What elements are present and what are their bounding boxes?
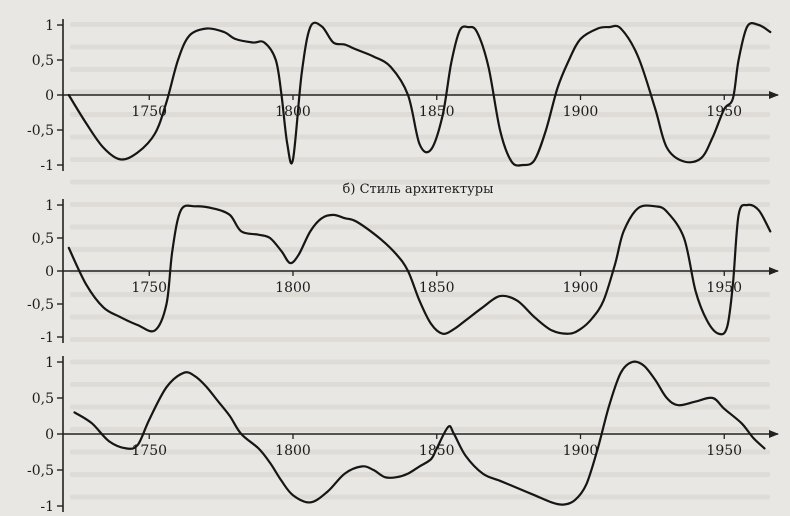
- x-tick-label: 1950: [706, 443, 742, 459]
- y-tick-label: 0,5: [32, 231, 54, 247]
- x-tick-label: 1850: [419, 280, 455, 296]
- x-tick-label: 1800: [275, 443, 311, 459]
- y-tick-label: 0,5: [32, 53, 54, 69]
- texture-line: [70, 472, 770, 477]
- y-tick-label: -1: [40, 158, 54, 174]
- x-tick-label: 1800: [275, 280, 311, 296]
- x-tick-label: 1850: [419, 104, 455, 120]
- y-tick-label: -1: [40, 330, 54, 346]
- y-tick-label: 0: [45, 264, 54, 280]
- texture-line: [70, 427, 770, 432]
- x-tick-label: 1900: [563, 280, 599, 296]
- texture-line: [70, 315, 770, 320]
- texture-line: [70, 337, 770, 342]
- texture-line: [70, 157, 770, 162]
- y-tick-label: 1: [45, 198, 54, 214]
- x-tick-label: 1900: [563, 104, 599, 120]
- x-tick-label: 1750: [131, 280, 167, 296]
- texture-line: [70, 382, 770, 387]
- texture-line: [70, 202, 770, 207]
- y-tick-label: 1: [45, 18, 54, 34]
- texture-line: [70, 360, 770, 365]
- y-tick-label: 1: [45, 355, 54, 371]
- y-tick-label: -0,5: [27, 123, 54, 139]
- y-tick-label: 0,5: [32, 391, 54, 407]
- texture-line: [70, 247, 770, 252]
- y-tick-label: -0,5: [27, 463, 54, 479]
- x-tick-label: 1850: [419, 443, 455, 459]
- y-tick-label: -0,5: [27, 297, 54, 313]
- y-tick-label: 0: [45, 427, 54, 443]
- texture-line: [70, 22, 770, 27]
- x-tick-label: 1900: [563, 443, 599, 459]
- texture-line: [70, 405, 770, 410]
- y-tick-label: -1: [40, 499, 54, 515]
- y-tick-label: 0: [45, 88, 54, 104]
- texture-line: [70, 90, 770, 95]
- texture-line: [70, 135, 770, 140]
- texture-line: [70, 495, 770, 500]
- texture-line: [70, 45, 770, 50]
- x-tick-label: 1950: [706, 104, 742, 120]
- x-tick-label: 1950: [706, 280, 742, 296]
- chart-caption: б) Стиль архитектуры: [343, 182, 494, 197]
- x-tick-label: 1800: [275, 104, 311, 120]
